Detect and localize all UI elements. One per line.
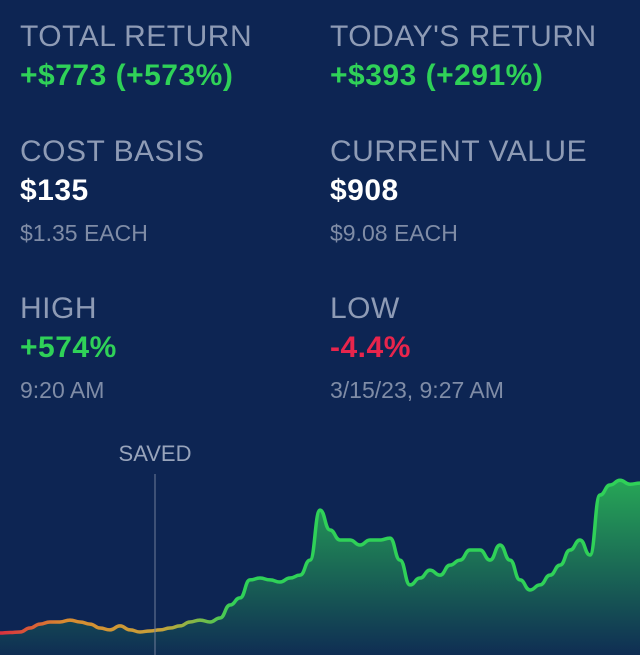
stat-block: CURRENT VALUE $908 $9.08 EACH xyxy=(330,133,630,255)
saved-label: SAVED xyxy=(119,441,192,466)
stat-value: -4.4% xyxy=(330,331,411,364)
stat-block: COST BASIS $135 $1.35 EACH xyxy=(20,133,320,255)
chart: SAVED xyxy=(0,441,640,655)
stat-value: +$393 (+291%) xyxy=(330,59,544,92)
stat-label: TODAY'S RETURN xyxy=(330,20,597,53)
stat-value: $908 xyxy=(330,174,399,207)
stat-label: HIGH xyxy=(20,292,97,325)
stat-sub: $9.08 EACH xyxy=(330,220,458,246)
stat-label: TOTAL RETURN xyxy=(20,20,253,53)
stat-label: LOW xyxy=(330,292,400,325)
stat-sub: 3/15/23, 9:27 AM xyxy=(330,377,504,403)
stat-value: +574% xyxy=(20,331,117,364)
stat-block: TODAY'S RETURN +$393 (+291%) xyxy=(330,18,630,96)
stat-block: TOTAL RETURN +$773 (+573%) xyxy=(20,18,320,96)
line xyxy=(0,478,640,635)
stat-block: HIGH +574% 9:20 AM xyxy=(20,290,320,412)
area xyxy=(0,480,640,655)
stat-sub: $1.35 EACH xyxy=(20,220,148,246)
stat-sub: 9:20 AM xyxy=(20,377,105,403)
stat-value: $135 xyxy=(20,174,89,207)
stat-block: LOW -4.4% 3/15/23, 9:27 AM xyxy=(330,290,630,412)
stat-value: +$773 (+573%) xyxy=(20,59,234,92)
stat-label: CURRENT VALUE xyxy=(330,135,588,168)
stat-label: COST BASIS xyxy=(20,135,205,168)
